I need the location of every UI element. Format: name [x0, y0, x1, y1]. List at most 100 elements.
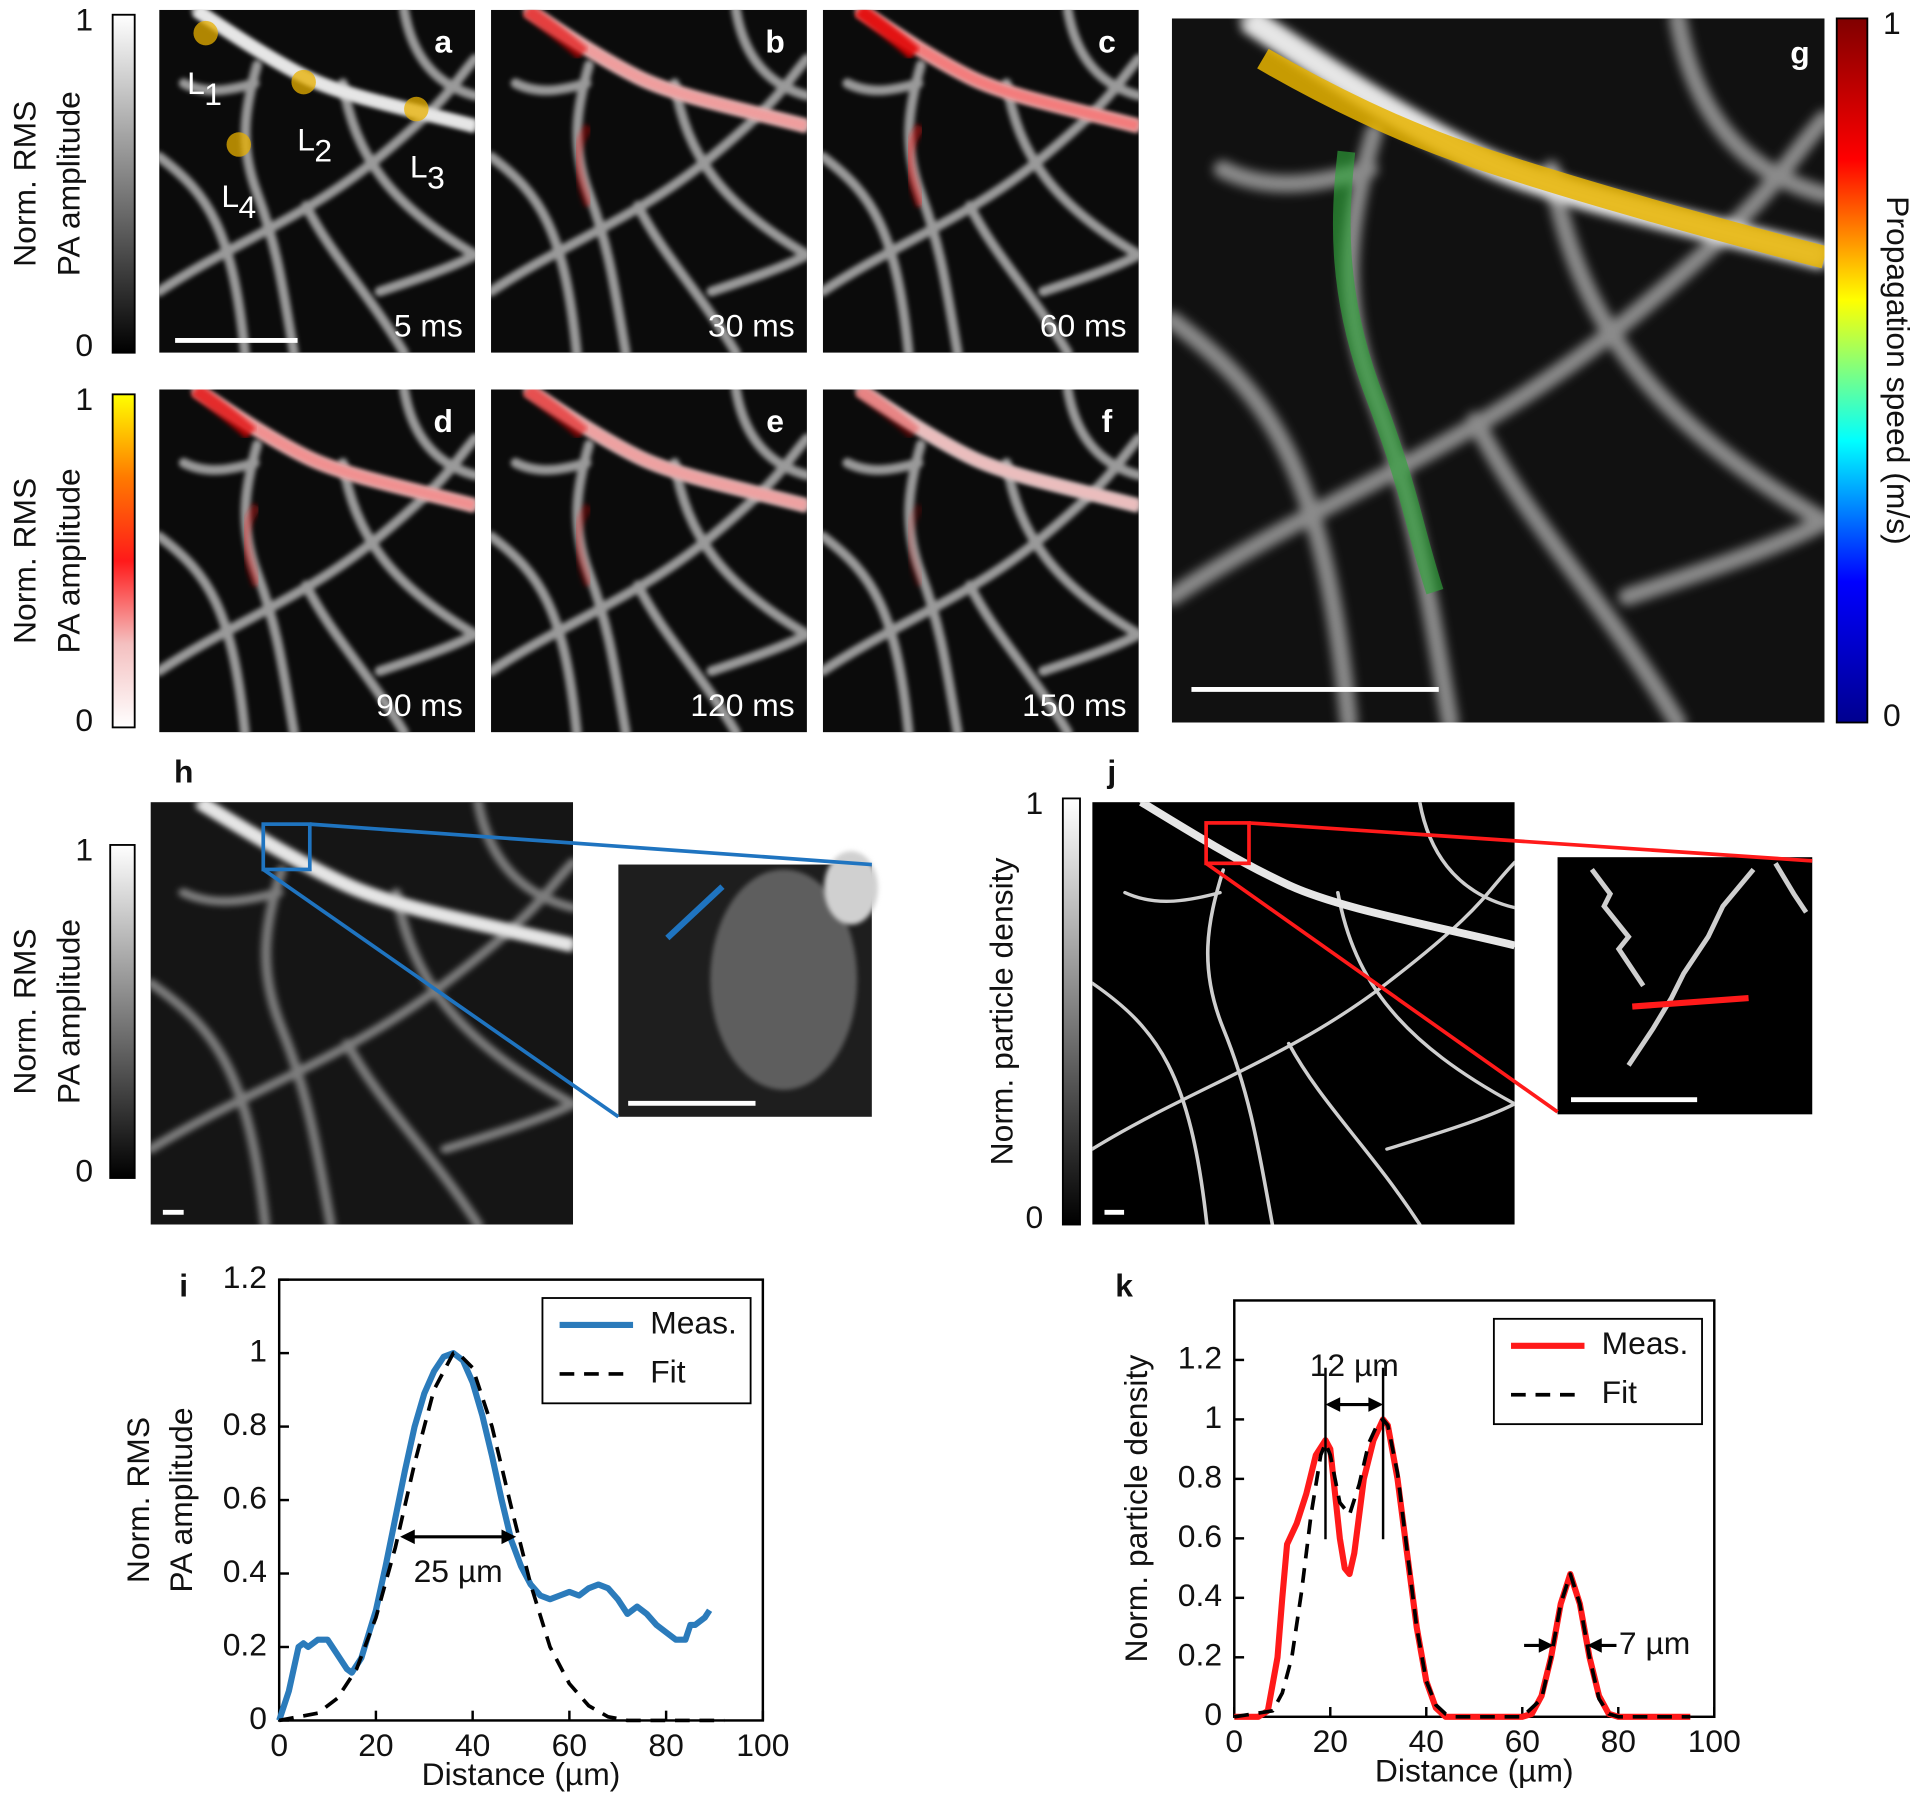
profile-line	[665, 884, 725, 941]
panel-letter: k	[1115, 1268, 1133, 1304]
activation-overlay	[240, 503, 262, 588]
activation-overlay	[523, 9, 588, 60]
image-background	[1092, 802, 1515, 1225]
marker-label: L	[410, 148, 428, 184]
legend-box	[541, 1297, 752, 1405]
image-panel	[491, 389, 807, 732]
y-tick-label: 0.2	[223, 1626, 267, 1662]
time-label: 90 ms	[376, 687, 463, 723]
image-panel	[150, 802, 574, 1224]
image-panel	[159, 389, 476, 732]
y-tick-label: 0.6	[1178, 1518, 1222, 1554]
colorbar-label: Norm. RMS	[6, 928, 42, 1094]
y-tick-label: 0.6	[223, 1479, 267, 1515]
colorbar-label: PA amplitude	[50, 91, 86, 276]
inset-image	[1557, 857, 1813, 1115]
annotation-text: 25 µm	[414, 1553, 503, 1589]
colorbar	[111, 393, 136, 729]
y-tick-label: 1.2	[1178, 1339, 1222, 1375]
colorbar	[1061, 797, 1081, 1226]
time-label: 5 ms	[394, 308, 463, 344]
arrow-head	[1368, 1397, 1384, 1412]
colorbar-tick-label: 1	[1883, 5, 1901, 41]
colorbar-tick-label: 0	[75, 1153, 93, 1189]
x-tick-label: 100	[1688, 1723, 1741, 1759]
location-marker	[291, 69, 316, 95]
zoom-line	[262, 867, 620, 1119]
y-tick-label: 0.8	[223, 1406, 267, 1442]
colorbar-tick-label: 0	[1026, 1199, 1044, 1235]
x-axis-label: Distance (µm)	[1375, 1753, 1574, 1789]
marker-label: L	[297, 121, 315, 157]
y-tick-label: 0.4	[1178, 1577, 1222, 1613]
arrow-head	[501, 1529, 517, 1545]
y-tick-label: 0	[249, 1700, 267, 1736]
colorbar-label: Propagation speed (m/s)	[1880, 196, 1916, 545]
image-panel	[822, 389, 1139, 732]
marker-subscript: 4	[238, 189, 256, 225]
y-tick-label: 1	[1204, 1399, 1222, 1435]
x-tick-label: 80	[1601, 1723, 1636, 1759]
colorbar-tick-label: 0	[75, 327, 93, 363]
panel-letter: e	[766, 403, 784, 439]
panel-letter: i	[179, 1268, 188, 1304]
x-tick-label: 20	[1313, 1723, 1348, 1759]
activation-overlay	[523, 389, 588, 439]
image-panel	[491, 9, 807, 353]
colorbar-tick-label: 1	[75, 381, 93, 417]
x-tick-label: 0	[270, 1727, 288, 1763]
location-marker	[404, 96, 429, 122]
activation-overlay	[904, 123, 926, 208]
panel-letter: g	[1790, 35, 1809, 71]
activation-overlay	[855, 9, 920, 60]
x-tick-label: 100	[736, 1727, 789, 1763]
colorbar-label: Norm. RMS	[6, 101, 42, 267]
zoom-line	[1205, 861, 1559, 1114]
colorbar	[1835, 17, 1869, 724]
y-tick-label: 1.2	[223, 1259, 267, 1295]
legend-label: Fit	[650, 1353, 686, 1389]
colorbar-tick-label: 1	[75, 832, 93, 868]
zoom-box	[261, 822, 312, 872]
y-axis-label: Norm. RMS	[120, 1417, 156, 1583]
x-tick-label: 40	[455, 1727, 490, 1763]
x-tick-label: 40	[1409, 1723, 1444, 1759]
annotation-text: 7 µm	[1619, 1625, 1690, 1661]
image-panel	[1172, 18, 1825, 722]
colorbar-tick-label: 1	[75, 1, 93, 37]
location-marker	[193, 20, 218, 46]
image-panel	[159, 9, 476, 353]
activation-overlay	[572, 123, 594, 208]
inset-strand	[1589, 862, 1809, 1067]
x-tick-label: 60	[552, 1727, 587, 1763]
marker-label: L	[221, 178, 239, 214]
time-label: 120 ms	[690, 687, 794, 723]
panel-letter: d	[434, 403, 453, 439]
y-tick-label: 0.4	[223, 1553, 267, 1589]
legend-box	[1492, 1317, 1703, 1426]
marker-subscript: 2	[314, 133, 332, 169]
y-axis-label: Norm. particle density	[1118, 1355, 1154, 1663]
panel-letter: b	[765, 24, 784, 60]
y-tick-label: 0.2	[1178, 1637, 1222, 1673]
panel-letter: c	[1098, 24, 1116, 60]
inset-blob	[824, 851, 878, 925]
image-panel	[822, 9, 1139, 353]
series-line	[1234, 1417, 1691, 1719]
colorbar-label: PA amplitude	[50, 919, 86, 1104]
colorbar-tick-label: 0	[1883, 697, 1901, 733]
colorbar-tick-label: 1	[1026, 785, 1044, 821]
annotation-text: 12 µm	[1310, 1347, 1399, 1383]
colorbar-label: Norm. RMS	[6, 478, 42, 644]
y-tick-label: 0	[1204, 1696, 1222, 1732]
inset-blob	[710, 869, 858, 1090]
legend-label: Fit	[1602, 1374, 1638, 1410]
x-tick-label: 80	[648, 1727, 683, 1763]
activation-overlay	[572, 503, 594, 588]
panel-letter: j	[1106, 753, 1116, 789]
colorbar-label: Norm. particle density	[983, 858, 1019, 1166]
x-tick-label: 60	[1505, 1723, 1540, 1759]
